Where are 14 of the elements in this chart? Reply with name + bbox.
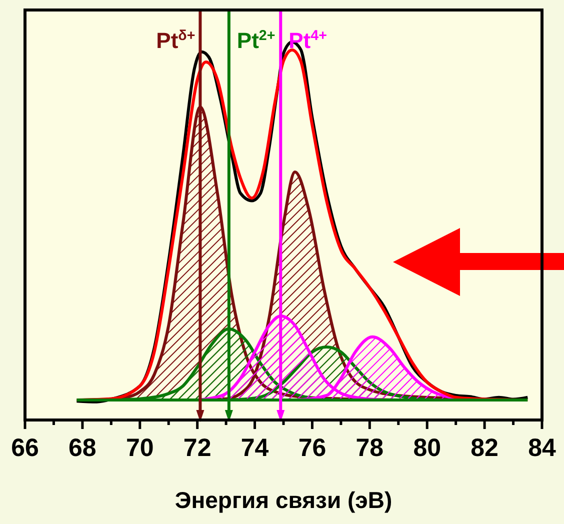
x-tick-label: 76 — [298, 434, 326, 462]
x-tick-label: 84 — [528, 434, 556, 462]
x-tick-label: 74 — [240, 434, 269, 462]
x-tick-label: 80 — [413, 434, 442, 462]
x-tick-label: 68 — [68, 434, 96, 462]
x-tick-label: 70 — [126, 434, 154, 462]
ref-line-label: Pt$^{4+}$ — [288, 28, 327, 53]
x-tick-label: 78 — [356, 434, 384, 462]
x-tick-label: 82 — [470, 434, 498, 462]
x-axis-title: Энергия связи (эВ) — [174, 487, 392, 513]
ref-line-label: Pt$^{2+}$ — [236, 28, 276, 53]
ref-line-label: Pt$^{δ+}$ — [156, 28, 196, 53]
x-tick-label: 66 — [11, 434, 39, 462]
x-tick-label: 72 — [183, 434, 212, 462]
